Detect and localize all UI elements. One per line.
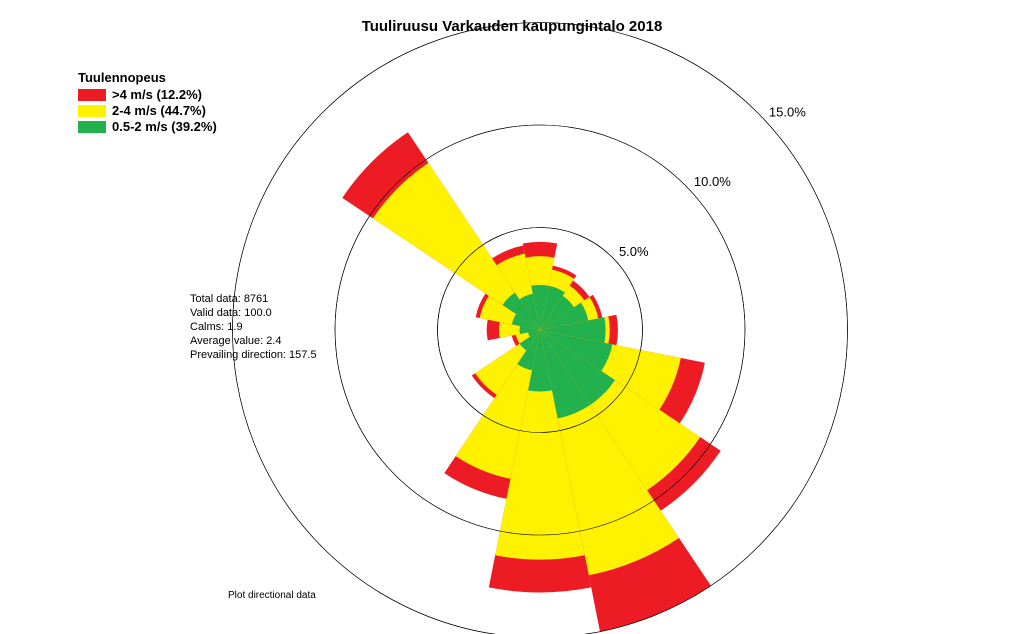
ring-label: 15.0%	[769, 104, 806, 119]
wind-rose-chart: 5.0% 10.0% 15.0%	[0, 0, 1024, 634]
ring-label: 10.0%	[694, 174, 731, 189]
ring-label: 5.0%	[619, 244, 649, 259]
petals	[342, 132, 720, 631]
